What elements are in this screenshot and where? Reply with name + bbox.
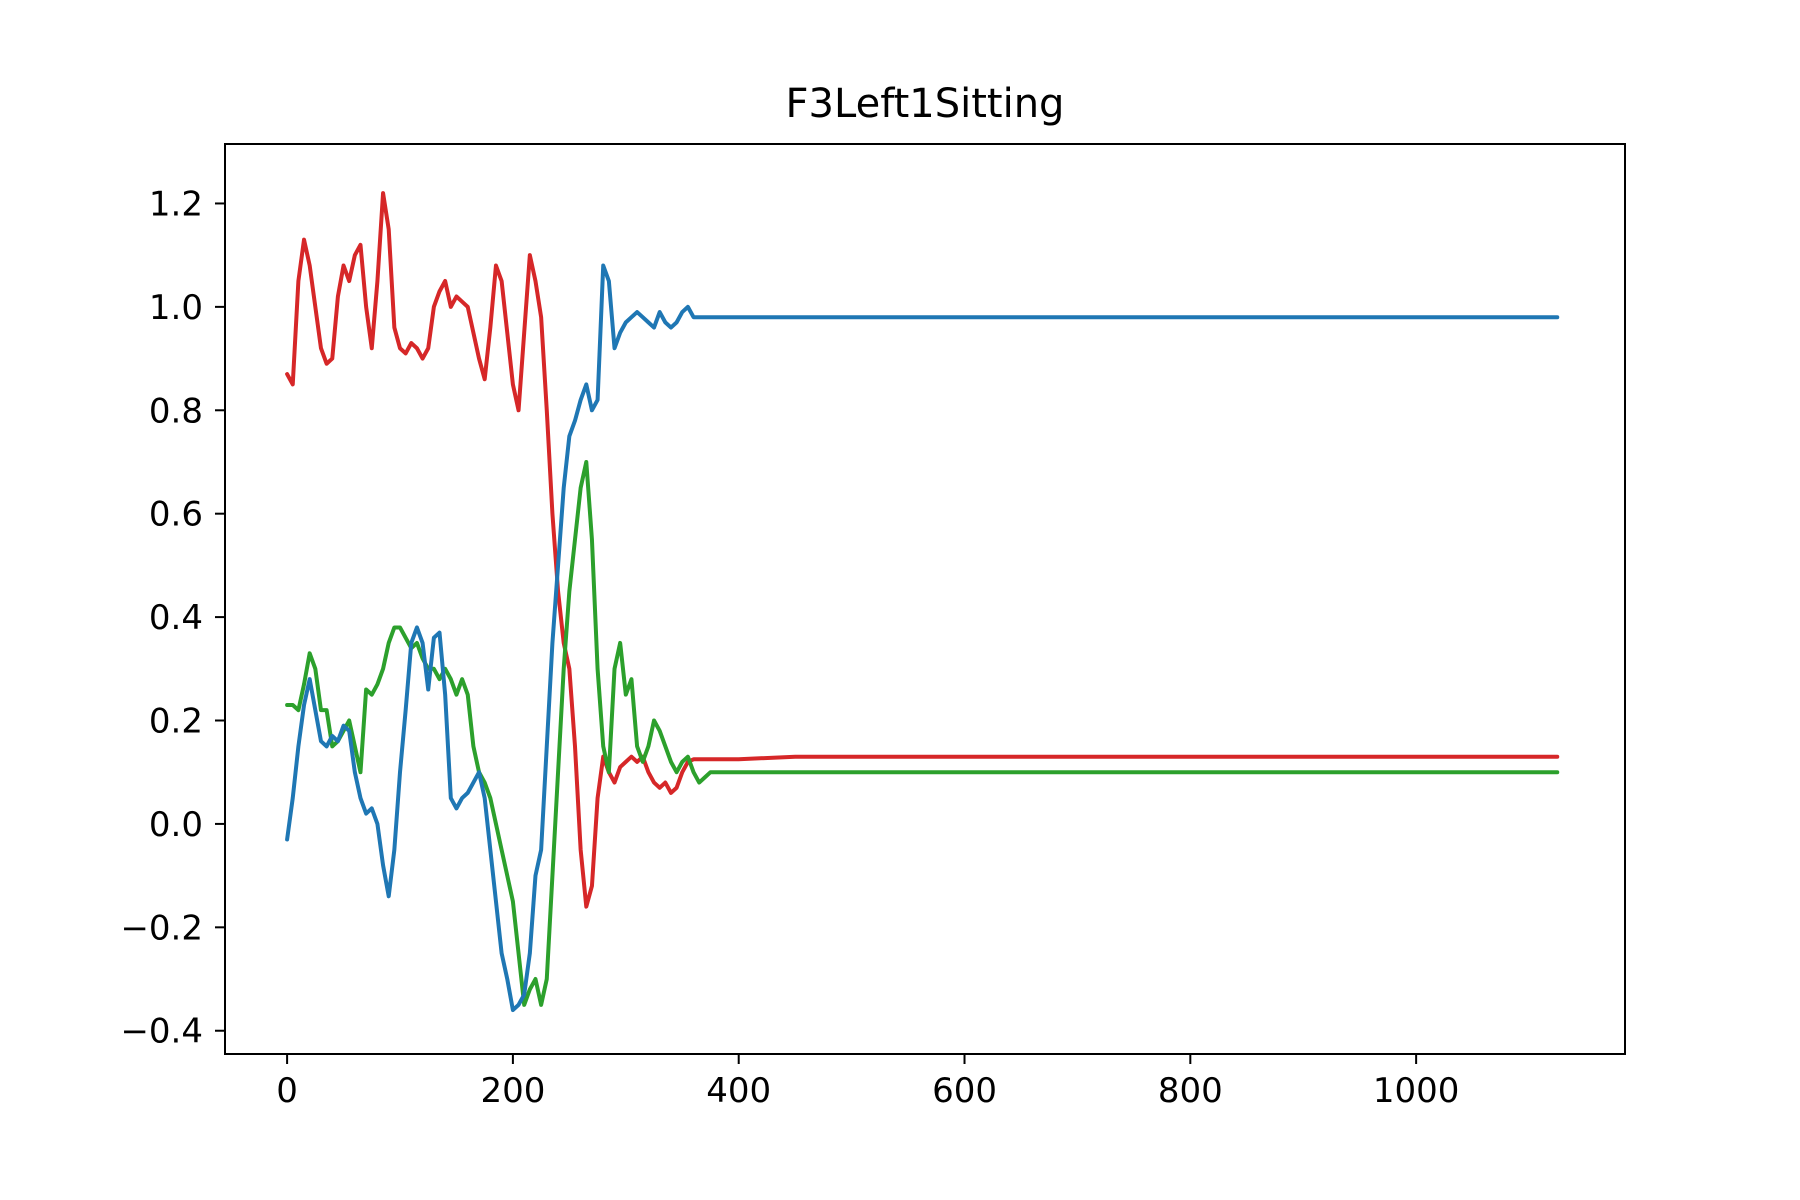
series-line-3	[285, 263, 1560, 1013]
y-tick-label: 0.6	[149, 495, 203, 535]
y-tick-label: 0.8	[149, 391, 203, 431]
x-tick-label: 600	[932, 1071, 997, 1111]
series-line-2	[285, 459, 1560, 1007]
y-tick-label: −0.2	[120, 908, 203, 948]
y-tick-label: 0.2	[149, 702, 203, 742]
y-tick-label: 1.0	[149, 288, 203, 328]
y-tick-label: 0.0	[149, 805, 203, 845]
series-line-1	[285, 191, 1560, 909]
x-tick-label: 0	[276, 1071, 298, 1111]
x-tick-label: 800	[1158, 1071, 1223, 1111]
x-tick-label: 1000	[1373, 1071, 1460, 1111]
y-tick-label: 0.4	[149, 598, 203, 638]
y-tick-label: −0.4	[120, 1012, 203, 1052]
x-tick-label: 200	[480, 1071, 545, 1111]
x-tick-label: 400	[706, 1071, 771, 1111]
y-tick-label: 1.2	[149, 184, 203, 224]
series-layer	[285, 191, 1560, 1013]
chart-title: F3Left1Sitting	[786, 81, 1065, 127]
ticks-layer: 0 200 400 600 800 1000 −0.4 −0.2 0.0 0.2 0.4 0.6 0.8…	[120, 184, 1459, 1111]
plot-frame	[224, 143, 1626, 1055]
